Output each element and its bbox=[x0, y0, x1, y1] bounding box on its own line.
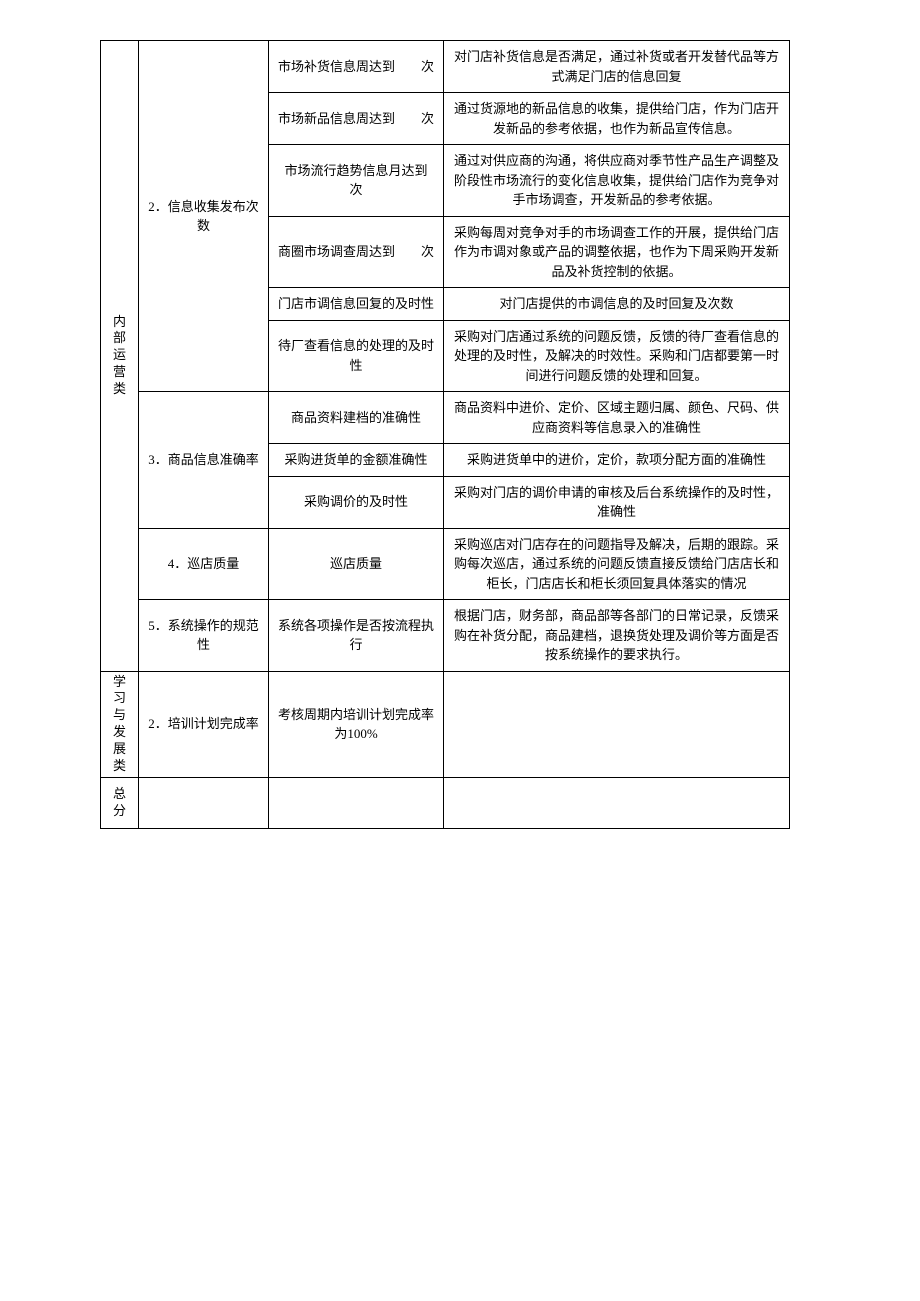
table-row: 5．系统操作的规范性 系统各项操作是否按流程执行 根据门店，财务部，商品部等各部… bbox=[101, 600, 790, 672]
desc-cell: 商品资料中进价、定价、区域主题归属、颜色、尺码、供应商资料等信息录入的准确性 bbox=[444, 392, 790, 444]
metric-cell: 市场流行趋势信息月达到 次 bbox=[269, 145, 444, 217]
performance-table-container: 内部运营类 2．信息收集发布次数 市场补货信息周达到 次 对门店补货信息是否满足… bbox=[100, 40, 790, 829]
desc-cell: 采购进货单中的进价，定价，款项分配方面的准确性 bbox=[444, 444, 790, 477]
metric-cell: 商圈市场调查周达到 次 bbox=[269, 216, 444, 288]
desc-cell bbox=[444, 671, 790, 777]
desc-cell: 采购对门店的调价申请的审核及后台系统操作的及时性，准确性 bbox=[444, 476, 790, 528]
desc-cell: 采购每周对竞争对手的市场调查工作的开展，提供给门店作为市调对象或产品的调整依据，… bbox=[444, 216, 790, 288]
metric-cell: 商品资料建档的准确性 bbox=[269, 392, 444, 444]
desc-cell: 通过货源地的新品信息的收集，提供给门店，作为门店开发新品的参考依据，也作为新品宣… bbox=[444, 93, 790, 145]
metric-cell: 考核周期内培训计划完成率为100% bbox=[269, 671, 444, 777]
desc-cell: 采购对门店通过系统的问题反馈，反馈的待厂查看信息的处理的及时性，及解决的时效性。… bbox=[444, 320, 790, 392]
category-label: 内部运营类 bbox=[113, 314, 126, 398]
metric-cell: 巡店质量 bbox=[269, 528, 444, 600]
metric-cell: 采购调价的及时性 bbox=[269, 476, 444, 528]
metric-cell: 市场新品信息周达到 次 bbox=[269, 93, 444, 145]
desc-cell: 通过对供应商的沟通，将供应商对季节性产品生产调整及阶段性市场流行的变化信息收集，… bbox=[444, 145, 790, 217]
category-cell-ops: 内部运营类 bbox=[101, 41, 139, 672]
table-row: 3．商品信息准确率 商品资料建档的准确性 商品资料中进价、定价、区域主题归属、颜… bbox=[101, 392, 790, 444]
item-cell: 4．巡店质量 bbox=[139, 528, 269, 600]
table-row: 4．巡店质量 巡店质量 采购巡店对门店存在的问题指导及解决，后期的跟踪。采购每次… bbox=[101, 528, 790, 600]
total-label-cell: 总分 bbox=[101, 777, 139, 828]
total-empty-cell bbox=[139, 777, 269, 828]
total-empty-cell bbox=[444, 777, 790, 828]
category-cell-learning: 学习与发展类 bbox=[101, 671, 139, 777]
item-cell: 3．商品信息准确率 bbox=[139, 392, 269, 529]
desc-cell: 对门店提供的市调信息的及时回复及次数 bbox=[444, 288, 790, 321]
item-cell: 2．信息收集发布次数 bbox=[139, 41, 269, 392]
desc-cell: 根据门店，财务部，商品部等各部门的日常记录，反馈采购在补货分配，商品建档，退换货… bbox=[444, 600, 790, 672]
table-row: 学习与发展类 2．培训计划完成率 考核周期内培训计划完成率为100% bbox=[101, 671, 790, 777]
table-row: 内部运营类 2．信息收集发布次数 市场补货信息周达到 次 对门店补货信息是否满足… bbox=[101, 41, 790, 93]
total-empty-cell bbox=[269, 777, 444, 828]
category-label: 学习与发展类 bbox=[113, 674, 126, 775]
item-cell: 2．培训计划完成率 bbox=[139, 671, 269, 777]
item-cell: 5．系统操作的规范性 bbox=[139, 600, 269, 672]
performance-table: 内部运营类 2．信息收集发布次数 市场补货信息周达到 次 对门店补货信息是否满足… bbox=[100, 40, 790, 829]
metric-cell: 门店市调信息回复的及时性 bbox=[269, 288, 444, 321]
metric-cell: 系统各项操作是否按流程执行 bbox=[269, 600, 444, 672]
total-row: 总分 bbox=[101, 777, 790, 828]
metric-cell: 采购进货单的金额准确性 bbox=[269, 444, 444, 477]
metric-cell: 市场补货信息周达到 次 bbox=[269, 41, 444, 93]
metric-cell: 待厂查看信息的处理的及时性 bbox=[269, 320, 444, 392]
desc-cell: 对门店补货信息是否满足，通过补货或者开发替代品等方式满足门店的信息回复 bbox=[444, 41, 790, 93]
desc-cell: 采购巡店对门店存在的问题指导及解决，后期的跟踪。采购每次巡店，通过系统的问题反馈… bbox=[444, 528, 790, 600]
